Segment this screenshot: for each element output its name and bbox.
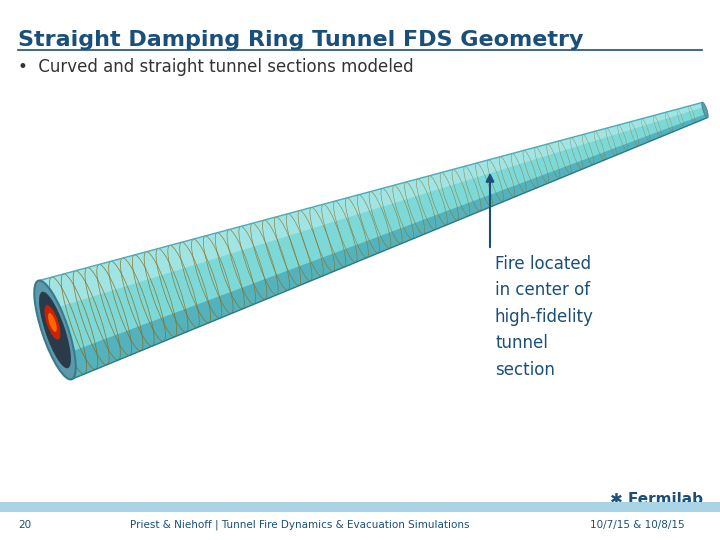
Ellipse shape bbox=[702, 103, 708, 118]
Ellipse shape bbox=[35, 281, 76, 380]
Text: 20: 20 bbox=[18, 520, 31, 530]
Text: Straight Damping Ring Tunnel FDS Geometry: Straight Damping Ring Tunnel FDS Geometr… bbox=[18, 30, 583, 50]
Text: ✱ Fermilab: ✱ Fermilab bbox=[610, 492, 703, 508]
Text: 10/7/15 & 10/8/15: 10/7/15 & 10/8/15 bbox=[590, 520, 685, 530]
Ellipse shape bbox=[45, 305, 60, 340]
Polygon shape bbox=[38, 103, 708, 379]
Ellipse shape bbox=[48, 313, 57, 332]
Polygon shape bbox=[63, 114, 708, 379]
Bar bbox=[0, 502, 720, 512]
Ellipse shape bbox=[39, 292, 71, 368]
Polygon shape bbox=[38, 103, 704, 310]
Text: Fire located
in center of
high-fidelity
tunnel
section: Fire located in center of high-fidelity … bbox=[495, 255, 594, 379]
Text: •  Curved and straight tunnel sections modeled: • Curved and straight tunnel sections mo… bbox=[18, 58, 413, 76]
Text: Priest & Niehoff | Tunnel Fire Dynamics & Evacuation Simulations: Priest & Niehoff | Tunnel Fire Dynamics … bbox=[130, 519, 469, 530]
